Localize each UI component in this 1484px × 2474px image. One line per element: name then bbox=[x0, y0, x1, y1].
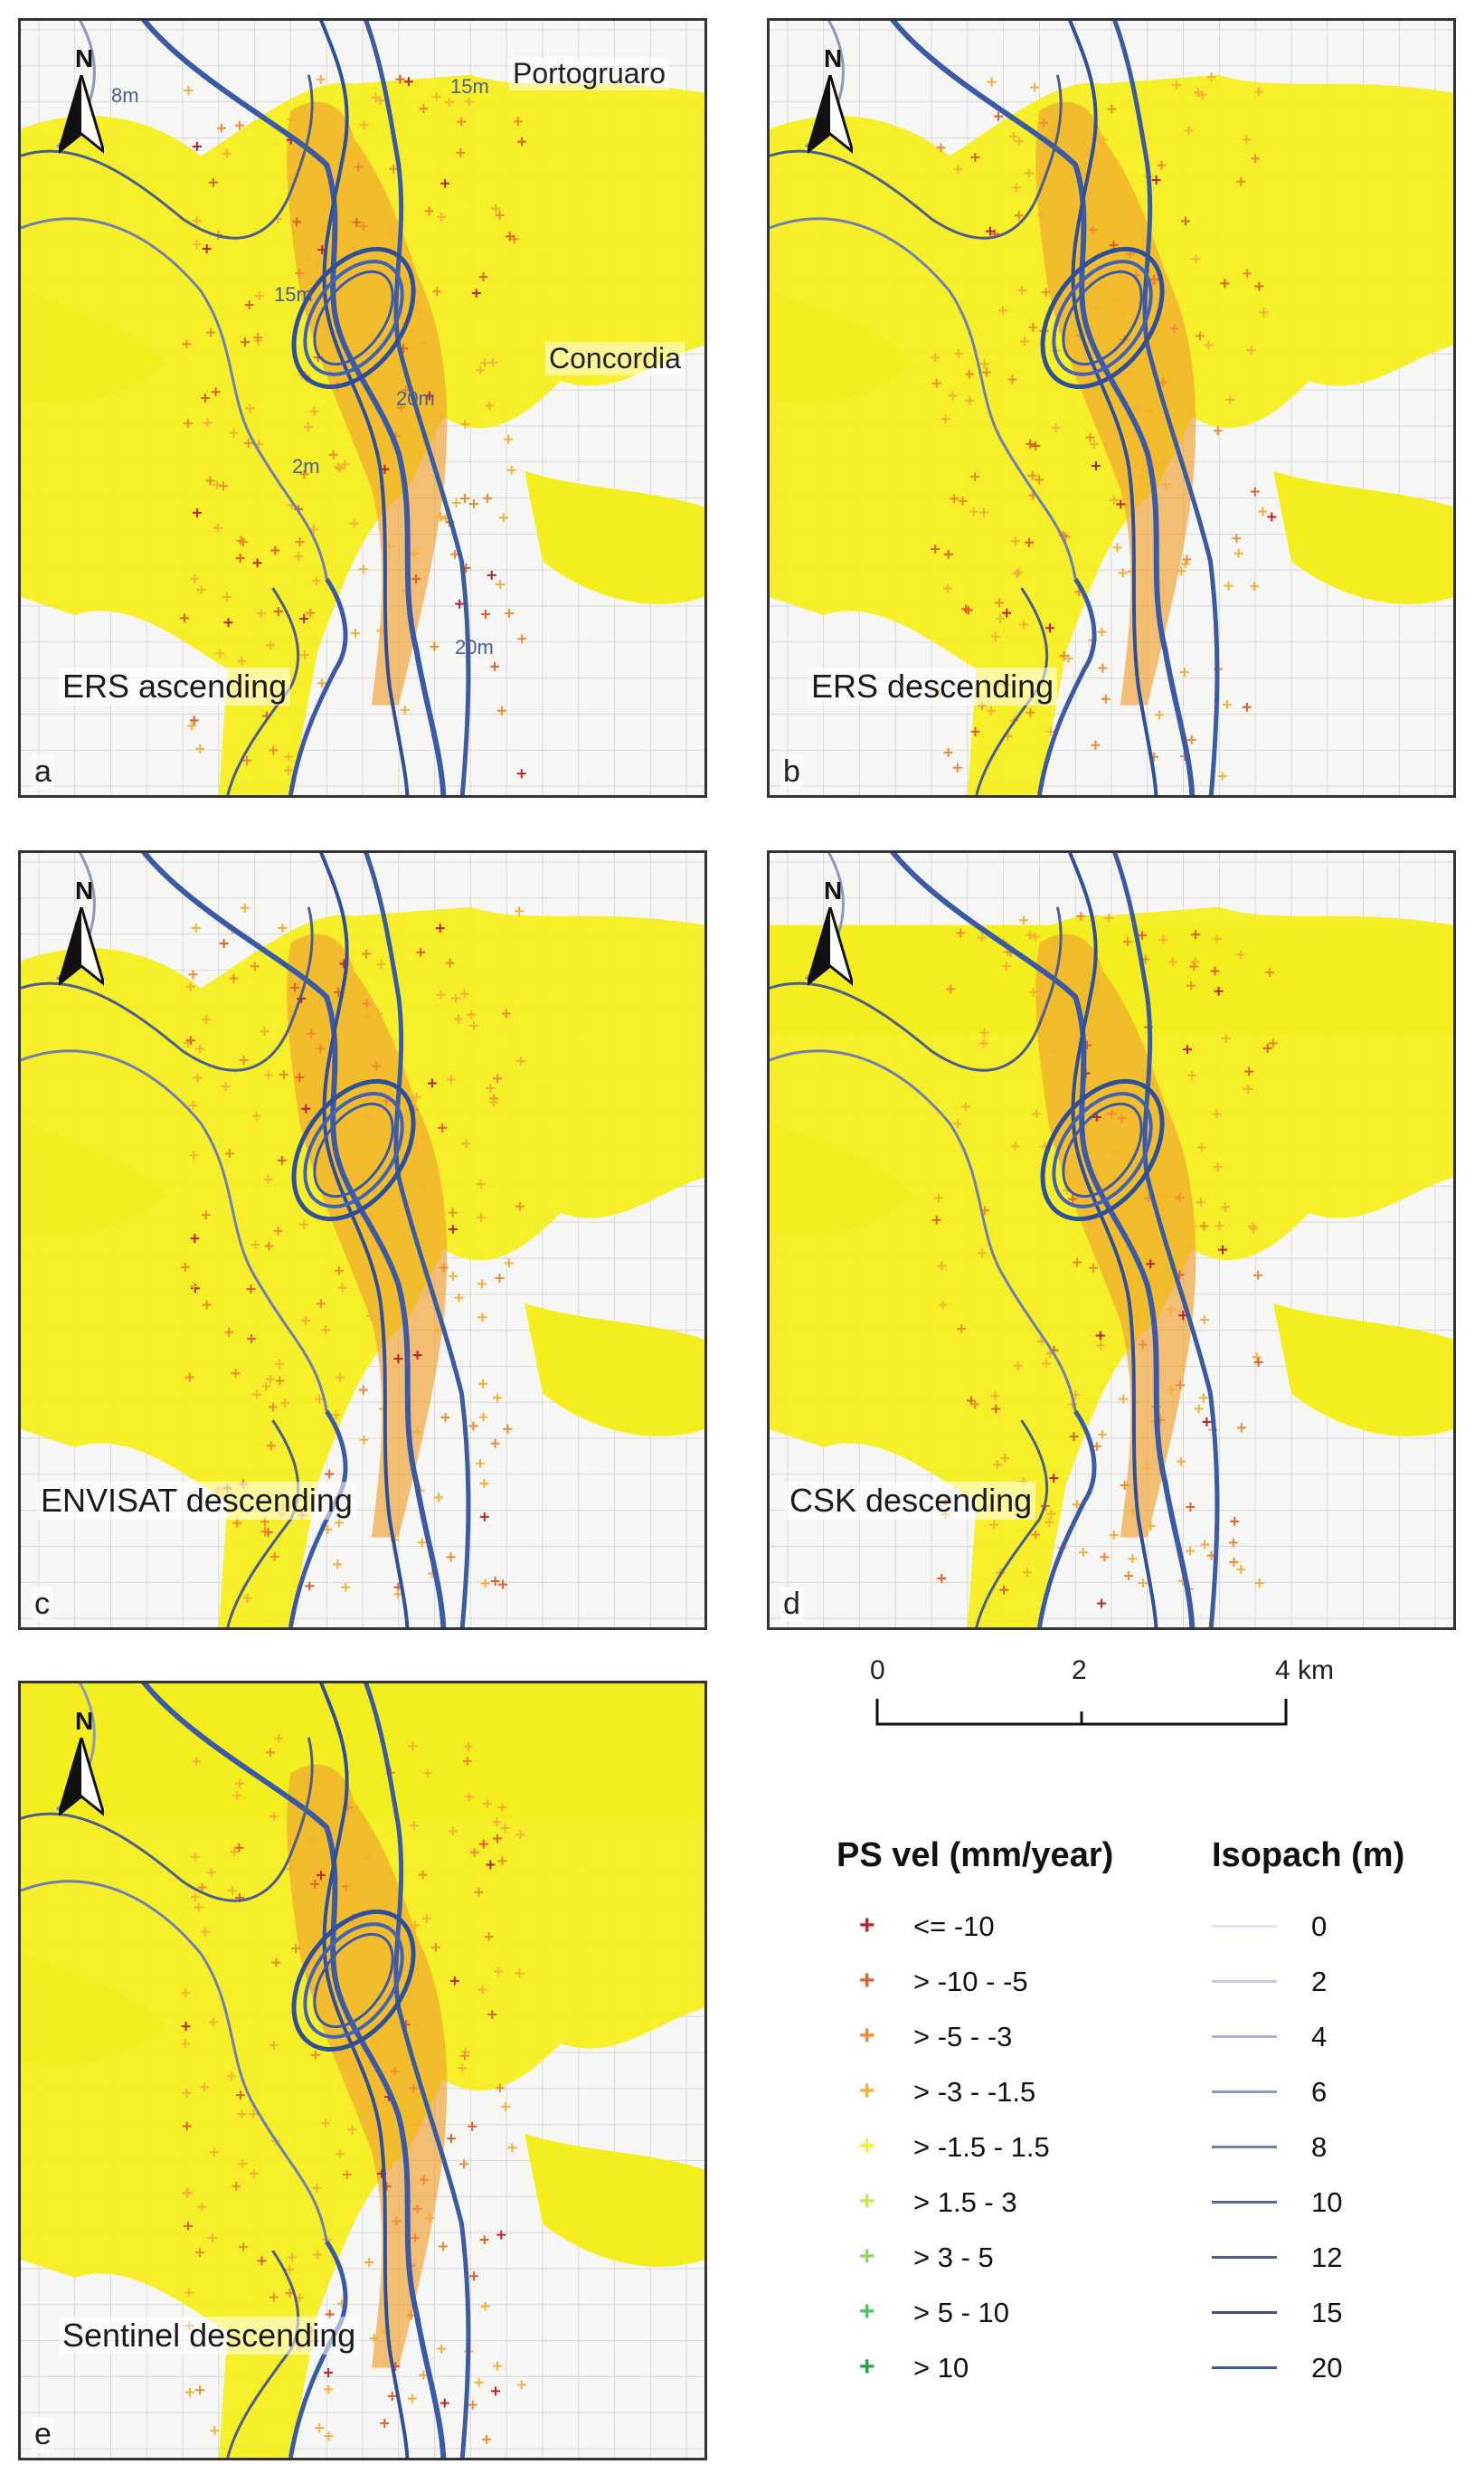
panel-letter: c bbox=[32, 1587, 52, 1622]
scale-tick-label: 4 km bbox=[1275, 1655, 1335, 1685]
plus-icon: + bbox=[859, 1966, 875, 1995]
north-label: N bbox=[75, 44, 94, 72]
panel-title: ERS descending bbox=[808, 668, 1058, 706]
isopach-label: 15m bbox=[274, 283, 313, 306]
isopach-line-swatch bbox=[1212, 2201, 1277, 2204]
map-panel-d: N CSK descending d bbox=[767, 850, 1456, 1630]
place-label-concordia: Concordia bbox=[545, 342, 685, 375]
panel-letter: e bbox=[32, 2417, 54, 2452]
ps-legend-label: > 1.5 - 3 bbox=[913, 2186, 1017, 2218]
ps-legend-label: > 10 bbox=[913, 2352, 969, 2384]
isopach-legend-title: Isopach (m) bbox=[1212, 1836, 1405, 1874]
map-d-canvas bbox=[770, 853, 1453, 1627]
map-panel-e: N Sentinel descending e bbox=[18, 1681, 707, 2460]
plus-icon: + bbox=[859, 2242, 875, 2271]
map-panel-a: N Portogruaro Concordia 8m 15m 15m 20m 2… bbox=[18, 18, 707, 798]
isopach-label: 2m bbox=[292, 455, 320, 478]
ps-legend-label: > -1.5 - 1.5 bbox=[913, 2131, 1050, 2163]
ps-legend-label: <= -10 bbox=[913, 1910, 995, 1942]
map-b-canvas bbox=[770, 21, 1453, 795]
north-arrow: N bbox=[53, 1707, 117, 1825]
map-panel-c: N ENVISAT descending c bbox=[18, 850, 707, 1630]
ps-legend-label: > -10 - -5 bbox=[913, 1966, 1028, 1997]
isopach-legend-label: 0 bbox=[1311, 1910, 1328, 1942]
scale-bar: 0 2 4 km bbox=[841, 1655, 1347, 1746]
panel-letter: b bbox=[780, 754, 803, 790]
north-label: N bbox=[824, 44, 843, 72]
north-arrow-icon bbox=[808, 907, 853, 986]
scale-bar-line bbox=[875, 1699, 1288, 1726]
panel-title: ERS ascending bbox=[59, 668, 291, 706]
isopach-line-swatch bbox=[1212, 2256, 1277, 2259]
north-label: N bbox=[75, 1707, 94, 1735]
plus-icon: + bbox=[859, 2186, 875, 2216]
isopach-line-swatch bbox=[1212, 2366, 1277, 2369]
map-panel-b: N ERS descending b bbox=[767, 18, 1456, 798]
ps-legend-label: > 5 - 10 bbox=[913, 2297, 1009, 2328]
north-label: N bbox=[824, 877, 843, 905]
north-arrow-icon bbox=[59, 75, 104, 154]
scale-tick-label: 0 bbox=[870, 1655, 885, 1685]
panel-title: CSK descending bbox=[786, 1482, 1036, 1520]
map-e-canvas bbox=[21, 1683, 704, 2458]
isopach-legend-label: 6 bbox=[1311, 2076, 1328, 2108]
plus-icon: + bbox=[859, 1910, 875, 1940]
north-arrow-icon bbox=[59, 907, 104, 986]
isopach-line-swatch bbox=[1212, 2311, 1277, 2314]
panel-title: Sentinel descending bbox=[59, 2317, 360, 2355]
isopach-legend-label: 10 bbox=[1311, 2186, 1343, 2218]
ps-legend-label: > 3 - 5 bbox=[913, 2242, 994, 2273]
isopach-label: 20m bbox=[396, 387, 435, 410]
north-arrow: N bbox=[802, 877, 865, 994]
isopach-legend-label: 4 bbox=[1311, 2021, 1328, 2052]
isopach-legend-label: 8 bbox=[1311, 2131, 1328, 2163]
plus-icon: + bbox=[859, 2352, 875, 2382]
isopach-label: 15m bbox=[450, 75, 489, 98]
isopach-label: 20m bbox=[455, 636, 494, 659]
isopach-legend-label: 12 bbox=[1311, 2242, 1343, 2273]
north-arrow: N bbox=[53, 877, 117, 994]
panel-letter: a bbox=[32, 754, 54, 790]
isopach-line-swatch bbox=[1212, 2035, 1277, 2038]
panel-letter: d bbox=[780, 1587, 803, 1622]
isopach-line-swatch bbox=[1212, 2146, 1277, 2148]
ps-legend-title: PS vel (mm/year) bbox=[837, 1836, 1114, 1874]
north-arrow-icon bbox=[59, 1738, 104, 1816]
isopach-line-swatch bbox=[1212, 1980, 1277, 1983]
north-arrow: N bbox=[53, 44, 117, 162]
north-arrow-icon bbox=[808, 75, 853, 154]
isopach-legend-label: 2 bbox=[1311, 1966, 1328, 1997]
isopach-label: 8m bbox=[111, 84, 139, 107]
ps-legend-label: > -5 - -3 bbox=[913, 2021, 1013, 2052]
plus-icon: + bbox=[859, 2297, 875, 2327]
isopach-legend-label: 20 bbox=[1311, 2352, 1343, 2384]
plus-icon: + bbox=[859, 2131, 875, 2161]
isopach-line-swatch bbox=[1212, 2090, 1277, 2093]
plus-icon: + bbox=[859, 2021, 875, 2051]
isopach-line-swatch bbox=[1212, 1925, 1277, 1928]
map-a-canvas bbox=[21, 21, 704, 795]
ps-legend-label: > -3 - -1.5 bbox=[913, 2076, 1036, 2108]
panel-title: ENVISAT descending bbox=[37, 1482, 356, 1520]
plus-icon: + bbox=[859, 2076, 875, 2106]
scale-tick-label: 2 bbox=[1072, 1655, 1087, 1685]
place-label-portogruaro: Portogruaro bbox=[509, 57, 669, 90]
north-label: N bbox=[75, 877, 94, 905]
isopach-legend-label: 15 bbox=[1311, 2297, 1343, 2328]
north-arrow: N bbox=[802, 44, 865, 162]
